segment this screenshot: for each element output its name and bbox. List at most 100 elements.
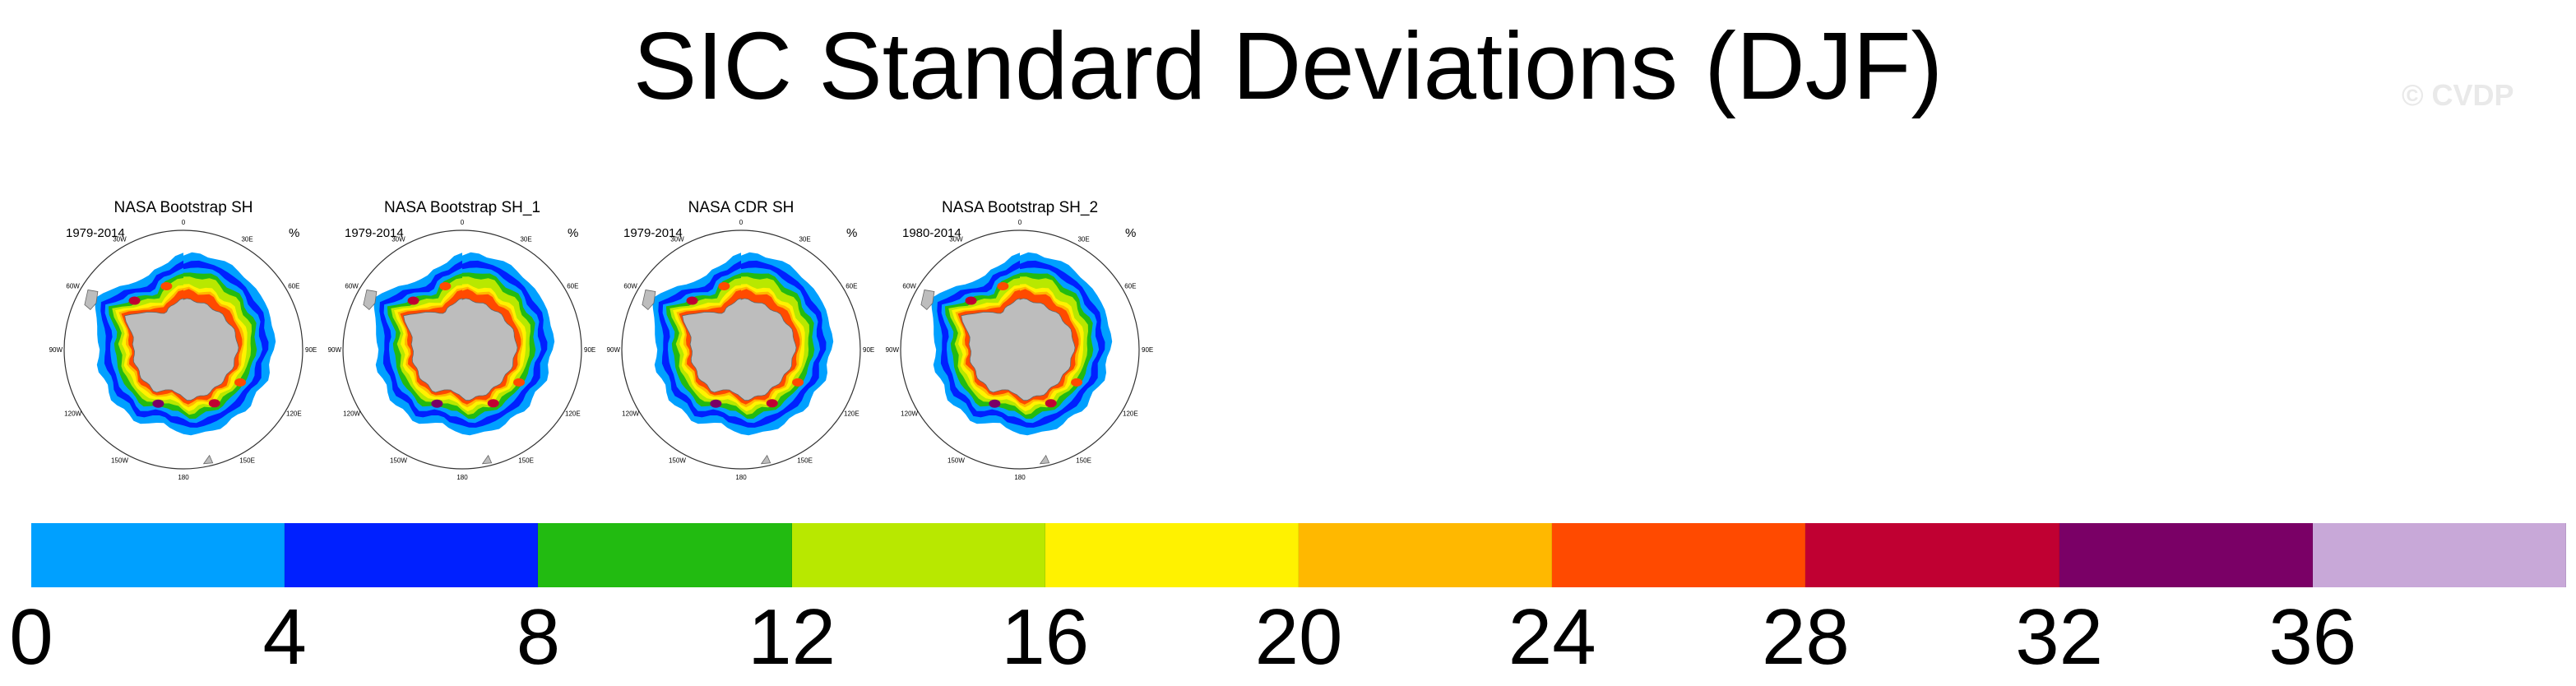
colorbar-box <box>2059 523 2313 587</box>
longitude-label: 60W <box>902 282 916 290</box>
sic-patch <box>487 399 499 408</box>
colorbar-box <box>31 523 285 587</box>
longitude-label: 90W <box>49 346 63 354</box>
panel-title: NASA Bootstrap SH_2 <box>942 199 1098 216</box>
panel-title: NASA Bootstrap SH_1 <box>384 199 540 216</box>
new-zealand-land <box>202 454 214 465</box>
panel-years: 1979-2014 <box>66 226 125 240</box>
longitude-label: 150E <box>239 457 255 464</box>
longitude-label: 90W <box>607 346 621 354</box>
longitude-label: 60E <box>1124 282 1136 290</box>
map-panel: NASA CDR SH 1979-2014 % 0 30E 60E 90E 120E 150E 1… <box>607 199 875 481</box>
panel-units: % <box>568 226 578 240</box>
longitude-label: 0 <box>182 219 186 226</box>
sic-patch <box>1045 399 1057 408</box>
panel-title: NASA CDR SH <box>688 199 795 216</box>
longitude-label: 90E <box>305 346 317 354</box>
longitude-label: 180 <box>735 474 747 481</box>
antarctica-land <box>403 298 518 401</box>
longitude-label: 60W <box>623 282 637 290</box>
map-panels-svg: NASA Bootstrap SH 1979-2014 % 0 30E 60E 90E 120… <box>49 199 1154 481</box>
panel-units: % <box>1125 226 1136 240</box>
longitude-label: 30W <box>949 236 963 243</box>
longitude-label: 60W <box>66 282 80 290</box>
longitude-label: 120E <box>844 410 859 418</box>
colorbar-box <box>2312 523 2567 587</box>
colorbar-box <box>1552 523 1806 587</box>
sic-patch <box>234 378 247 387</box>
colorbar-tick-label: 16 <box>1001 593 1090 681</box>
longitude-label: 180 <box>456 474 468 481</box>
map-panels: NASA Bootstrap SH 1979-2014% 0 30E 60E 90E 120… <box>49 199 1154 481</box>
longitude-label: 0 <box>739 219 744 226</box>
longitude-label: 30W <box>670 236 684 243</box>
colorbar-tick-label: 24 <box>1508 593 1596 681</box>
panel-title: NASA Bootstrap SH <box>114 199 253 216</box>
antarctica-land <box>961 298 1076 401</box>
sic-patch <box>997 281 1009 290</box>
sic-patch <box>439 281 452 290</box>
sic-patch <box>513 378 526 387</box>
longitude-label: 150W <box>947 457 965 464</box>
figure-title: SIC Standard Deviations (DJF) <box>632 12 1944 119</box>
map-panel: NASA Bootstrap SH 1979-2014 % 0 30E 60E 90E 120… <box>49 199 317 481</box>
longitude-label: 150W <box>669 457 686 464</box>
antarctica-land <box>124 298 239 401</box>
sic-patch <box>766 399 778 408</box>
antarctica-land <box>682 298 797 401</box>
sic-patch <box>160 281 173 290</box>
longitude-label: 90E <box>1142 346 1153 354</box>
longitude-label: 30W <box>391 236 405 243</box>
colorbar-box <box>791 523 1045 587</box>
sic-patch <box>1071 378 1083 387</box>
longitude-label: 90W <box>328 346 342 354</box>
colorbar-tick-label: 28 <box>1762 593 1850 681</box>
south-america-land <box>920 290 935 311</box>
longitude-label: 120W <box>343 410 360 418</box>
longitude-label: 120E <box>1123 410 1138 418</box>
sic-patch <box>989 399 1001 408</box>
longitude-label: 150E <box>518 457 534 464</box>
colorbar <box>31 523 2567 587</box>
longitude-label: 60W <box>345 282 359 290</box>
colorbar-tick-label: 8 <box>516 593 561 681</box>
sic-patch <box>431 399 443 408</box>
south-america-land <box>84 290 99 311</box>
longitude-label: 30E <box>799 236 810 243</box>
south-america-land <box>642 290 656 311</box>
colorbar-box <box>1299 523 1553 587</box>
longitude-label: 30E <box>520 236 531 243</box>
longitude-label: 120W <box>64 410 81 418</box>
longitude-label: 150W <box>390 457 407 464</box>
new-zealand-land <box>1039 454 1050 465</box>
colorbar-tick-label: 12 <box>748 593 836 681</box>
sic-patch <box>686 296 698 305</box>
south-america-land <box>363 290 378 311</box>
colorbar-tick-label: 0 <box>9 593 53 681</box>
colorbar-box <box>285 523 539 587</box>
longitude-label: 30E <box>241 236 253 243</box>
longitude-label: 90E <box>584 346 595 354</box>
longitude-label: 60E <box>288 282 299 290</box>
colorbar-tick-label: 4 <box>262 593 307 681</box>
cvdp-watermark: © CVDP <box>2402 78 2514 112</box>
panel-years: 1979-2014 <box>345 226 404 240</box>
sic-patch <box>407 296 419 305</box>
colorbar-tick-label: 32 <box>2015 593 2103 681</box>
longitude-label: 150W <box>111 457 128 464</box>
map-panel: NASA Bootstrap SH_2 1980-2014 % 0 30E 60E 90E 1… <box>886 199 1154 481</box>
longitude-label: 60E <box>567 282 578 290</box>
longitude-label: 120W <box>901 410 918 418</box>
longitude-label: 90E <box>863 346 874 354</box>
sic-patch <box>128 296 141 305</box>
sic-patch <box>710 399 722 408</box>
longitude-label: 120E <box>565 410 581 418</box>
longitude-label: 0 <box>461 219 465 226</box>
colorbar-tick-label: 20 <box>1254 593 1343 681</box>
colorbar-box <box>1045 523 1300 587</box>
longitude-label: 120W <box>622 410 639 418</box>
new-zealand-land <box>760 454 771 465</box>
longitude-label: 120E <box>286 410 302 418</box>
longitude-label: 150E <box>1076 457 1091 464</box>
panel-years: 1979-2014 <box>623 226 683 240</box>
